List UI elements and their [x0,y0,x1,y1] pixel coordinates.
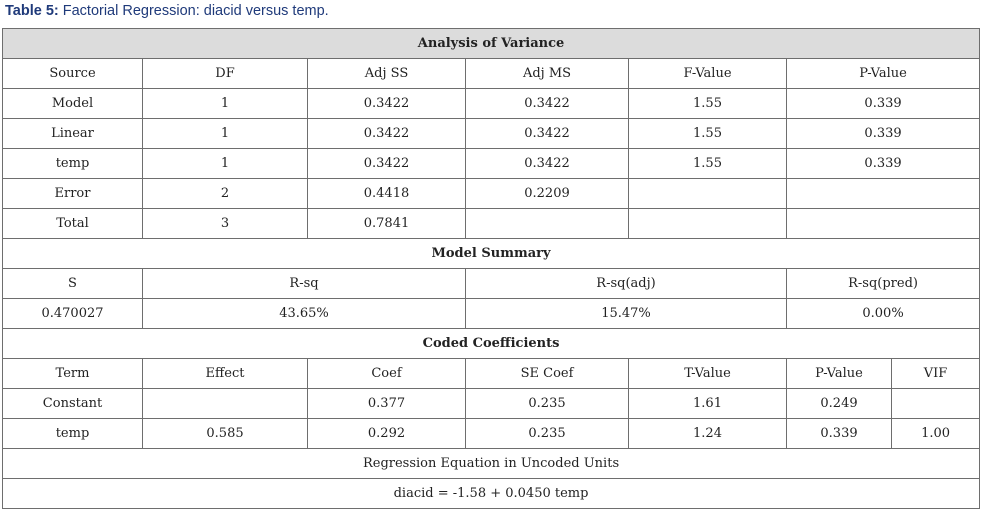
column-header: Coef [307,358,466,389]
model-summary-title-row: Model Summary [1,238,981,269]
table-row: Error 2 0.4418 0.2209 [2,178,981,209]
table-cell [142,388,308,419]
table-cell: Error [2,178,143,209]
table-cell: 0.3422 [307,148,466,179]
caption-text: Factorial Regression: diacid versus temp… [58,3,329,19]
table-cell: 1 [142,88,308,119]
table-cell: 43.65% [142,298,466,329]
table-cell: 0.339 [786,418,892,449]
column-header: Effect [142,358,308,389]
table-cell: 0.470027 [2,298,143,329]
regression-equation: diacid = -1.58 + 0.0450 temp [1,478,981,509]
table-cell [785,208,981,239]
table-cell: 0.3422 [307,118,466,149]
caption-label: Table 5: [5,3,59,19]
table-cell: 2 [142,178,308,209]
table-cell: 0.235 [465,388,629,419]
table-cell: 0.3422 [465,148,629,179]
table-cell: 1.55 [628,88,787,119]
column-header: R-sq(pred) [785,268,981,299]
table-cell: 1 [142,148,308,179]
table-cell: 0.3422 [465,88,629,119]
table-cell: 0.3422 [307,88,466,119]
table-cell: Total [2,208,143,239]
column-header: P-Value [785,58,981,89]
table-cell: 1.24 [628,418,787,449]
table-row: 0.470027 43.65% 15.47% 0.00% [2,298,981,329]
table-cell: 0.00% [785,298,981,329]
regression-equation-row: diacid = -1.58 + 0.0450 temp [1,478,981,509]
table-cell: 1.55 [628,148,787,179]
table-cell: temp [2,418,143,449]
table-cell: 0.4418 [307,178,466,209]
table-cell: 0.249 [786,388,892,419]
regression-table: Analysis of Variance Source DF Adj SS Ad… [1,28,981,509]
column-header: Term [2,358,143,389]
regression-equation-title: Regression Equation in Uncoded Units [1,448,981,479]
table-cell: 0.235 [465,418,629,449]
regression-equation-title-row: Regression Equation in Uncoded Units [1,448,981,479]
table-cell: 0.585 [142,418,308,449]
column-header: SE Coef [465,358,629,389]
table-row: Constant 0.377 0.235 1.61 0.249 [2,388,981,419]
column-header: R-sq [142,268,466,299]
table-row: Linear 1 0.3422 0.3422 1.55 0.339 [2,118,981,149]
table-cell: 0.339 [785,148,981,179]
table-cell: 0.7841 [307,208,466,239]
table-cell: Constant [2,388,143,419]
anova-header-row: Source DF Adj SS Adj MS F-Value P-Value [2,58,981,89]
coded-coefficients-title-row: Coded Coefficients [1,328,981,359]
column-header: F-Value [628,58,787,89]
table-cell [890,388,981,419]
table-cell [628,208,787,239]
table-cell: 0.292 [307,418,466,449]
table-cell: 1 [142,118,308,149]
column-header: R-sq(adj) [465,268,787,299]
column-header: DF [142,58,308,89]
column-header: Adj MS [465,58,629,89]
table-cell: 0.339 [785,88,981,119]
table-row: temp 1 0.3422 0.3422 1.55 0.339 [2,148,981,179]
table-cell: 1.55 [628,118,787,149]
table-cell: 0.3422 [465,118,629,149]
table-row: Total 3 0.7841 [2,208,981,239]
anova-title: Analysis of Variance [1,28,981,59]
column-header: Source [2,58,143,89]
table-cell [628,178,787,209]
column-header: VIF [890,358,981,389]
table-cell: temp [2,148,143,179]
model-summary-title: Model Summary [1,238,981,269]
table-caption: Table 5: Factorial Regression: diacid ve… [5,3,329,19]
column-header: S [2,268,143,299]
coded-coefficients-header-row: Term Effect Coef SE Coef T-Value P-Value… [2,358,981,389]
anova-title-row: Analysis of Variance [1,28,981,59]
table-cell: 0.2209 [465,178,629,209]
table-cell: 3 [142,208,308,239]
table-cell: Model [2,88,143,119]
column-header: Adj SS [307,58,466,89]
table-row: Model 1 0.3422 0.3422 1.55 0.339 [2,88,981,119]
table-cell: Linear [2,118,143,149]
model-summary-header-row: S R-sq R-sq(adj) R-sq(pred) [2,268,981,299]
table-cell: 1.00 [890,418,981,449]
table-row: temp 0.585 0.292 0.235 1.24 0.339 1.00 [2,418,981,449]
coded-coefficients-title: Coded Coefficients [1,328,981,359]
table-cell: 15.47% [465,298,787,329]
column-header: T-Value [628,358,787,389]
column-header: P-Value [786,358,892,389]
table-cell: 0.377 [307,388,466,419]
table-cell [465,208,629,239]
table-cell: 0.339 [785,118,981,149]
table-cell [785,178,981,209]
table-cell: 1.61 [628,388,787,419]
